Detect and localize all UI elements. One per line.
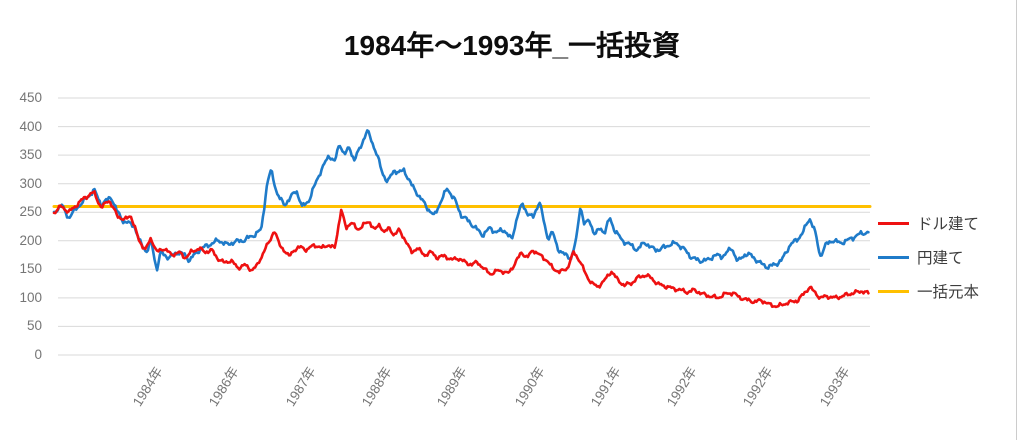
legend-swatch <box>878 221 909 225</box>
worksheet-gridline <box>1016 0 1017 440</box>
y-tick-label: 200 <box>19 233 42 248</box>
legend-item: 一括元本 <box>878 280 979 302</box>
chart-title: 1984年〜1993年_一括投資 <box>343 30 681 61</box>
legend: ドル建て円建て一括元本 <box>878 212 979 314</box>
y-tick-label: 100 <box>19 290 42 305</box>
legend-label: 円建て <box>917 250 964 267</box>
y-tick-label: 150 <box>19 261 42 276</box>
series-line-ドル建て <box>52 190 870 309</box>
legend-item: ドル建て <box>878 212 979 234</box>
y-tick-label: 350 <box>19 147 42 162</box>
legend-item: 円建て <box>878 246 979 268</box>
legend-label: ドル建て <box>917 216 980 233</box>
y-tick-label: 50 <box>26 318 42 333</box>
series-line-円建て <box>52 129 870 272</box>
y-tick-label: 0 <box>34 347 42 362</box>
y-tick-label: 250 <box>19 204 42 219</box>
legend-label: 一括元本 <box>917 284 980 301</box>
y-tick-label: 450 <box>19 90 42 105</box>
y-tick-label: 400 <box>19 119 42 134</box>
legend-swatch <box>878 289 909 293</box>
legend-swatch <box>878 255 909 259</box>
y-tick-label: 300 <box>19 176 42 191</box>
